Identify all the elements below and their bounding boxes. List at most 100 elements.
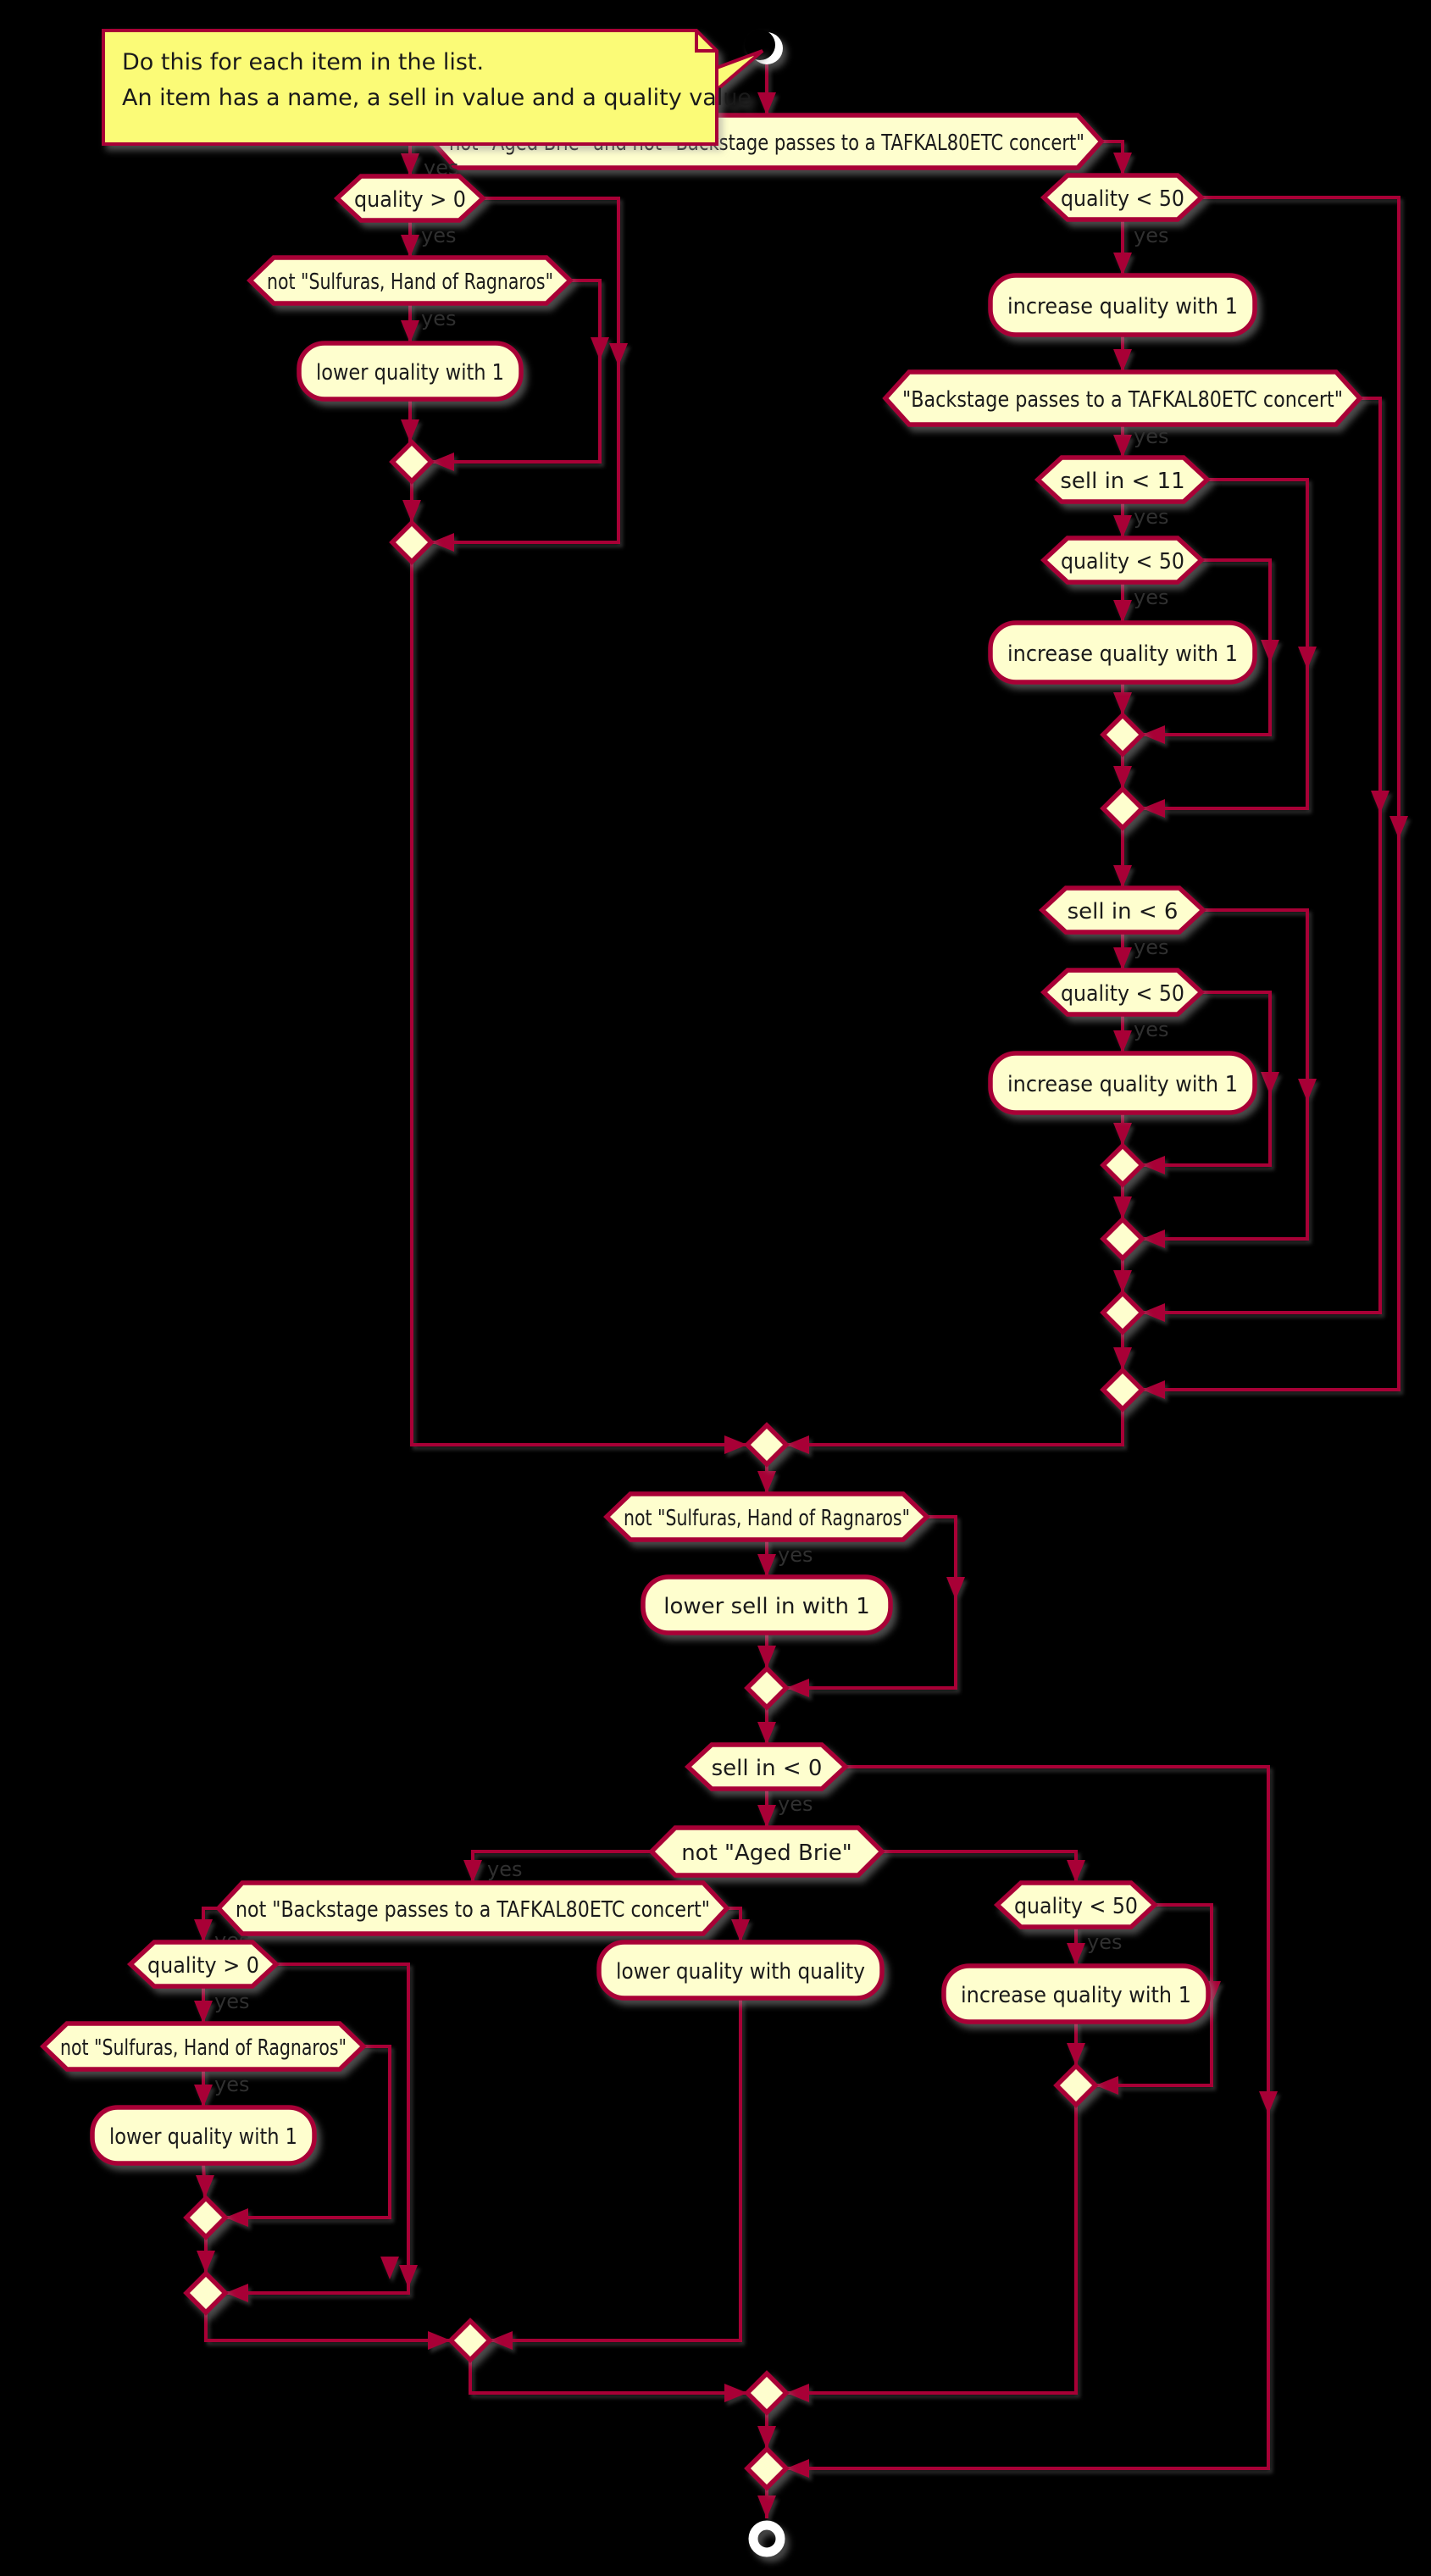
decision-not-sulfuras-middle-branch-label: yes [778, 1543, 813, 1567]
note-pointer-icon [715, 49, 764, 94]
decision-quality-gt-0-left: quality > 0 [333, 174, 487, 223]
flow-edge [757, 2412, 776, 2449]
arrowhead-icon [1113, 600, 1132, 623]
flow-edge [1113, 502, 1132, 538]
action-increase-quality-bottom: increase quality with 1 [941, 1963, 1211, 2024]
arrowhead-icon [1113, 1196, 1132, 1219]
edges-layer [194, 64, 1408, 2518]
flow-edge [204, 2312, 451, 2350]
flow-edge [225, 1963, 418, 2302]
decision-sell-in-lt-6-branch-label: yes [1134, 935, 1168, 959]
decision-backstage-passes-branch-label: yes [1134, 425, 1168, 448]
flow-edge [757, 1707, 776, 1745]
arrowhead-icon [786, 2384, 809, 2402]
arrowhead-icon [463, 1860, 482, 1883]
arrowhead-icon [196, 2175, 214, 2198]
arrowhead-icon [194, 2085, 213, 2107]
arrowhead-icon [431, 452, 454, 471]
arrowhead-icon [757, 1646, 776, 1668]
decision-backstage-passes: "Backstage passes to a TAFKAL80ETC conce… [882, 369, 1363, 427]
arrowhead-icon [490, 2331, 513, 2350]
end-icon [748, 2520, 785, 2557]
decision-not-sulfuras-middle: not "Sulfuras, Hand of Ragnaros" [603, 1491, 930, 1542]
flow-edge [1113, 1185, 1132, 1219]
arrowhead-icon [724, 1435, 747, 1454]
flow-edge [402, 481, 421, 523]
decision-not-sulfuras-left: not "Sulfuras, Hand of Ragnaros" [247, 255, 574, 306]
decision-not-backstage-bottom-label: not "Backstage passes to a TAFKAL80ETC c… [236, 1897, 710, 1923]
flow-edge [1113, 425, 1132, 458]
merge-diamond-icon [183, 2195, 229, 2240]
action-increase-quality-1: increase quality with 1 [988, 273, 1257, 337]
arrowhead-icon [1113, 692, 1132, 715]
action-lower-quality-with-1-bottom: lower quality with 1 [90, 2105, 317, 2166]
arrowhead-icon [757, 1722, 776, 1745]
decision-quality-gt-0-left-branch-label: yes [421, 224, 456, 247]
flow-edge [786, 1409, 1124, 1454]
flow-edge [1113, 335, 1132, 372]
merge-diamond-icon [447, 2318, 493, 2363]
arrowhead-icon [1142, 1380, 1165, 1399]
flow-edge [1142, 558, 1279, 744]
note-line: An item has a name, a sell in value and … [122, 85, 752, 111]
merge-diamond-icon [389, 439, 435, 485]
flow-edge [1113, 1014, 1132, 1053]
decision-quality-lt-50-top-branch-label: yes [1134, 224, 1168, 247]
start-node [745, 30, 783, 64]
action-increase-quality-3: increase quality with 1 [988, 1051, 1257, 1115]
merge-diamond-icon [744, 1422, 790, 1468]
merge-diamond-icon [1100, 786, 1145, 831]
arrowhead-icon [1113, 1030, 1132, 1053]
flow-edge [727, 1907, 750, 1942]
decision-quality-gt-0-bottom-branch-label: yes [214, 1990, 249, 2013]
merge-right-6 [1100, 1367, 1145, 1413]
arrowhead-icon [757, 2426, 776, 2449]
arrowhead-icon [225, 2208, 248, 2227]
flow-edge [1113, 932, 1132, 970]
flow-edge [1067, 2022, 1085, 2066]
flow-edge [197, 2237, 215, 2273]
decision-sell-in-lt-11: sell in < 11 [1034, 455, 1212, 504]
flow-edge [1113, 1332, 1132, 1370]
merge-diamond-icon [1100, 1367, 1145, 1413]
flow-edge [757, 1464, 776, 1494]
merge-diamond-icon [1053, 2062, 1099, 2108]
merge-diamond-icon [744, 2446, 790, 2491]
flow-edge [1101, 140, 1132, 175]
arrowhead-icon [1261, 1072, 1279, 1095]
arrowhead-icon [1113, 1123, 1132, 1146]
flow-edge [1113, 682, 1132, 715]
merge-middle-2 [744, 1665, 790, 1711]
arrowhead-icon [1261, 640, 1279, 663]
action-increase-quality-2: increase quality with 1 [988, 620, 1257, 685]
decision-quality-lt-50-3-label: quality < 50 [1061, 981, 1184, 1007]
merge-diamond-icon [1100, 1216, 1145, 1262]
decision-quality-lt-50-2-branch-label: yes [1134, 586, 1168, 609]
arrowhead-icon [431, 533, 454, 552]
flow-edge [1113, 219, 1132, 275]
decision-not-aged-brie-and-not-backstage: not "Aged Brie" and not "Backstage passe… [429, 113, 1105, 170]
arrowhead-icon [401, 419, 419, 442]
decision-quality-lt-50-2: quality < 50 [1040, 536, 1206, 585]
flow-edge [431, 279, 609, 471]
decision-not-sulfuras-middle-label: not "Sulfuras, Hand of Ragnaros" [624, 1506, 910, 1531]
flow-edge [1113, 1258, 1132, 1293]
decision-quality-lt-50-bottom: quality < 50 [993, 1880, 1159, 1929]
arrowhead-icon [380, 2257, 399, 2279]
flow-edge [410, 562, 747, 1454]
flow-edge [196, 2162, 214, 2199]
flow-edge [490, 1998, 742, 2350]
merge-final-2 [744, 2446, 790, 2491]
arrowhead-icon [757, 92, 776, 115]
action-increase-quality-1-label: increase quality with 1 [1007, 294, 1238, 319]
flow-edge [225, 2045, 399, 2279]
decision-quality-gt-0-bottom-label: quality > 0 [147, 1953, 259, 1979]
flow-edge [757, 64, 776, 115]
arrowhead-icon [197, 2251, 215, 2273]
merge-bottom-right [1053, 2062, 1099, 2108]
action-increase-quality-bottom-label: increase quality with 1 [961, 1983, 1191, 2008]
arrowhead-icon [757, 2496, 776, 2518]
arrowhead-icon [1371, 791, 1389, 813]
merge-right-2 [1100, 786, 1145, 831]
